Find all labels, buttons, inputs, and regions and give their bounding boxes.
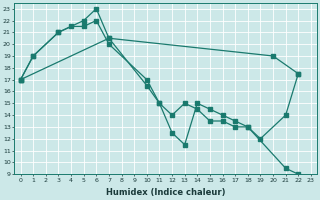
X-axis label: Humidex (Indice chaleur): Humidex (Indice chaleur) [106,188,226,197]
